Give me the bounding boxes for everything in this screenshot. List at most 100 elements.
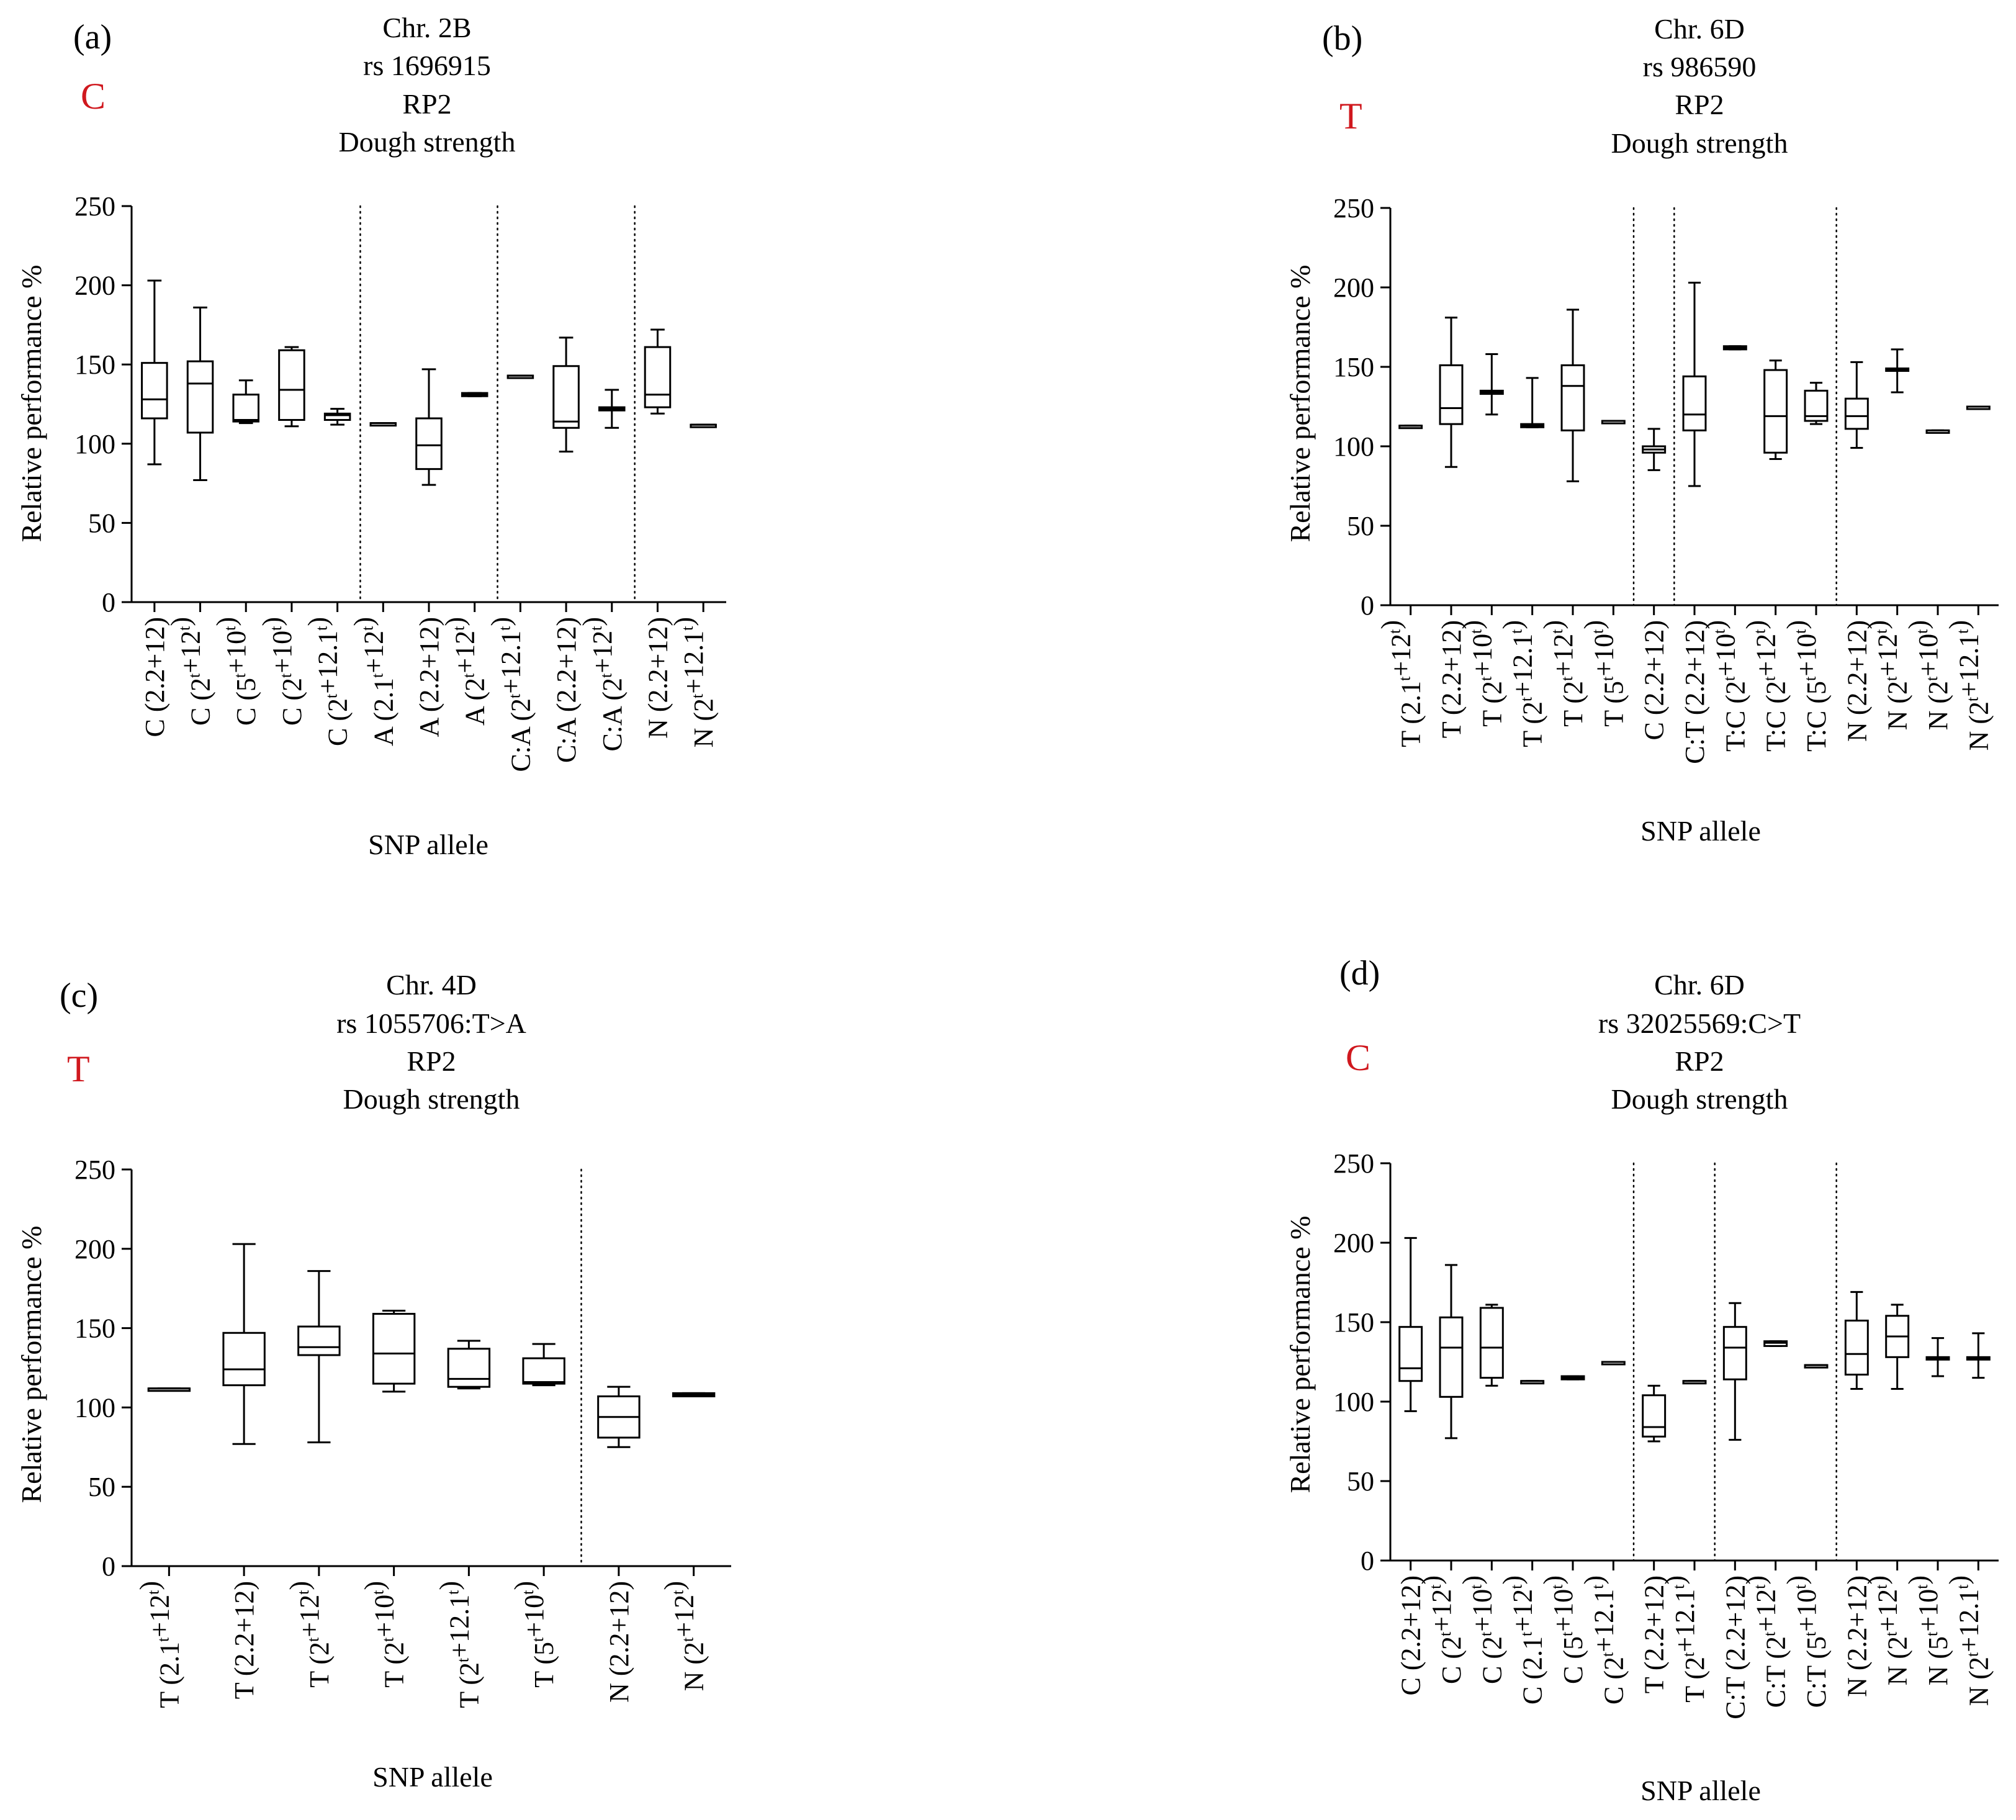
box-iqr — [278, 349, 305, 421]
box-1 — [141, 279, 168, 466]
y-tick-label: 100 — [1333, 1387, 1374, 1417]
x-tick-label: T (2t+12.1t) — [1660, 1575, 1710, 1703]
box-iqr — [1682, 375, 1707, 431]
box-13 — [690, 423, 717, 428]
x-tick-label: C (2t+12t) — [166, 617, 216, 726]
box-1 — [147, 1387, 191, 1392]
box-iqr — [372, 1313, 416, 1385]
box-iqr — [522, 1357, 565, 1385]
title-chromosome: Chr. 4D — [386, 969, 477, 1001]
box-11 — [598, 389, 626, 429]
title-snp-id: rs 1696915 — [363, 50, 491, 81]
box-iqr — [644, 346, 672, 408]
box-5 — [1560, 1375, 1585, 1381]
y-tick-label: 200 — [74, 271, 115, 301]
box-4 — [1520, 1380, 1545, 1385]
box-iqr — [1763, 369, 1788, 454]
box-iqr — [1844, 397, 1869, 430]
y-tick-label: 100 — [1333, 431, 1374, 462]
box-7 — [1642, 1384, 1667, 1443]
x-tick-label: T (5t+10t) — [1578, 620, 1629, 727]
x-tick-label: C (2t+12.1t) — [1578, 1575, 1629, 1705]
y-tick-label: 250 — [1333, 1148, 1374, 1179]
y-axis-label: Relative performance % — [16, 1226, 47, 1503]
box-3 — [1479, 353, 1504, 416]
box-7 — [1642, 428, 1667, 471]
x-tick-label: T (2.2+12) — [229, 1581, 259, 1699]
box-6 — [1601, 420, 1626, 425]
box-15 — [1966, 1332, 1991, 1379]
box-6 — [1601, 1361, 1626, 1366]
x-tick-label: N (5t+10t) — [1903, 1575, 1953, 1685]
x-tick-label: A (2.2+12) — [414, 617, 444, 737]
title-trait: Dough strength — [339, 126, 516, 158]
x-tick-label: C (2.1t+12t) — [1498, 1575, 1548, 1705]
x-tick-label: T (5t+10t) — [509, 1581, 559, 1688]
title-chromosome: Chr. 6D — [1654, 13, 1745, 45]
box-11 — [1804, 1364, 1829, 1369]
favourable-allele-marker: T — [1339, 96, 1362, 137]
x-tick-label: T (2t+12.1t) — [434, 1581, 484, 1708]
box-iqr — [1439, 1316, 1464, 1398]
box-4 — [372, 1309, 416, 1393]
x-tick-label: T (2t+12t) — [284, 1581, 335, 1688]
x-tick-label: C:T (2.2+12) — [1680, 620, 1710, 764]
box-iqr — [415, 417, 443, 471]
y-tick-label: 0 — [1361, 1546, 1374, 1576]
x-tick-label: T (2t+12.1t) — [1498, 620, 1548, 747]
y-tick-label: 50 — [1347, 511, 1374, 541]
x-tick-label: C:T (2.2+12) — [1720, 1575, 1750, 1719]
x-axis-label: SNP allele — [372, 1761, 493, 1793]
panel-d: (d) C Chr. 6D rs 32025569:C>T RP2 Dough … — [1284, 954, 1999, 1806]
x-tick-label: C (2t+10t) — [257, 617, 307, 726]
x-tick-label: C:A (2.2+12) — [551, 617, 582, 763]
x-tick-label: N (2t+12t) — [1863, 1575, 1913, 1685]
box-7 — [415, 368, 443, 486]
box-12 — [644, 328, 672, 415]
x-tick-label: C (2t+12.1t) — [303, 617, 353, 746]
x-tick-label: N (2t+12.1t) — [668, 617, 719, 747]
x-tick-label: C (2.2+12) — [1396, 1575, 1426, 1695]
box-8 — [672, 1392, 716, 1398]
y-tick-label: 0 — [1361, 590, 1374, 621]
x-tick-label: N (2.2+12) — [642, 617, 673, 739]
y-tick-label: 0 — [102, 1551, 115, 1582]
box-9 — [506, 374, 534, 379]
x-tick-label: T:C (2t+12t) — [1741, 620, 1791, 752]
y-axis-label: Relative performance % — [1284, 265, 1316, 543]
favourable-allele-marker: C — [81, 76, 106, 117]
box-10 — [1763, 359, 1788, 460]
x-tick-label: T (2.1t+12t) — [1376, 620, 1426, 747]
panel-c: (c) T Chr. 4D rs 1055706:T>A RP2 Dough s… — [16, 969, 731, 1793]
panel-label: (c) — [60, 976, 98, 1015]
title-trait: Dough strength — [1611, 127, 1788, 159]
box-3 — [297, 1270, 341, 1444]
box-3 — [232, 379, 259, 425]
y-tick-label: 200 — [1333, 1228, 1374, 1258]
x-tick-label: N (2t+12.1t) — [1943, 620, 1994, 750]
box-2 — [222, 1243, 266, 1445]
box-13 — [1885, 348, 1910, 394]
box-iqr — [222, 1331, 266, 1387]
box-13 — [1885, 1304, 1910, 1390]
box-4 — [278, 346, 305, 428]
box-1 — [1398, 1237, 1423, 1412]
box-14 — [1925, 1337, 1950, 1377]
x-tick-label: C (2.2+12) — [140, 617, 170, 737]
x-tick-label: C:A (2t+12t) — [577, 617, 628, 752]
x-axis-label: SNP allele — [1640, 1775, 1761, 1806]
box-5 — [447, 1340, 491, 1390]
x-tick-label: A (2.1t+12t) — [348, 617, 398, 746]
favourable-allele-marker: C — [1346, 1037, 1370, 1078]
x-tick-label: N (2t+12.1t) — [1943, 1575, 1994, 1706]
y-tick-label: 50 — [88, 1472, 115, 1502]
x-tick-label: T:C (5t+10t) — [1781, 620, 1832, 752]
box-iqr — [297, 1325, 341, 1356]
box-6 — [522, 1343, 565, 1387]
title-environment: RP2 — [1675, 1045, 1724, 1077]
box-5 — [1560, 309, 1585, 482]
title-snp-id: rs 986590 — [1643, 51, 1757, 83]
box-3 — [1479, 1304, 1504, 1387]
box-11 — [1804, 382, 1829, 425]
